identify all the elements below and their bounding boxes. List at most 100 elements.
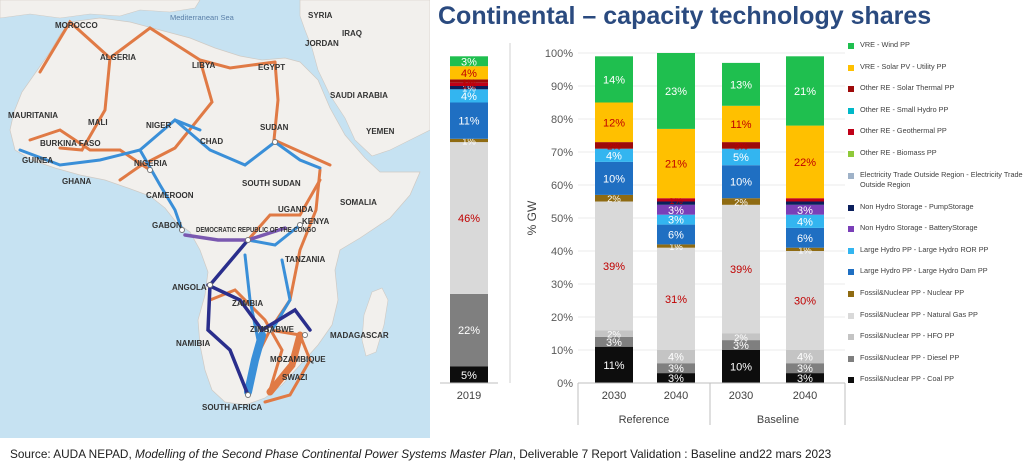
chart-bars: 5%22%46%1%11%4%1%1%1%4%3%11%3%2%39%2%10%…	[450, 53, 824, 385]
legend-swatch	[848, 43, 854, 49]
legend-label: Other RE - Geothermal PP	[860, 126, 947, 136]
map-label-chad: CHAD	[200, 137, 223, 146]
bar-segment	[657, 363, 695, 374]
bar-segment	[657, 53, 695, 129]
legend-swatch	[848, 291, 854, 297]
map-label-south-sudan: SOUTH SUDAN	[242, 179, 301, 188]
bar-data-label: 23%	[665, 86, 687, 98]
bar-data-label: 13%	[730, 79, 752, 91]
legend-item: Non Hydro Storage - BatteryStorage	[848, 223, 1024, 233]
bar-segment	[786, 125, 824, 199]
bar-segment	[786, 373, 824, 383]
bar-data-label: 6%	[668, 230, 684, 242]
legend-swatch	[848, 151, 854, 157]
map-label-angola: ANGOLA	[172, 283, 207, 292]
map-svg: Mediterranean Sea MOROCCO ALGERIA LIBYA …	[0, 0, 430, 438]
bar-segment	[786, 198, 824, 202]
bar-data-label: 10%	[730, 177, 752, 189]
bar-data-label: 30%	[794, 296, 816, 308]
y-tick-label: 20%	[551, 312, 573, 324]
legend-item: VRE - Wind PP	[848, 40, 1024, 50]
map-label-syria: SYRIA	[308, 11, 333, 20]
bar-segment	[450, 102, 488, 139]
y-axis-label: % GW	[525, 200, 539, 235]
bar-segment	[595, 346, 633, 383]
legend-label: Fossil&Nuclear PP - Coal PP	[860, 374, 954, 384]
legend-swatch	[848, 64, 854, 71]
bar-data-label: 1%	[798, 245, 812, 256]
bar-data-label: 4%	[797, 216, 813, 228]
bar-segment	[722, 105, 760, 143]
map-label-kenya: KENYA	[302, 217, 329, 226]
map-line-thick-orange	[266, 331, 304, 396]
bar-segment	[450, 66, 488, 80]
bar-data-label: 11%	[603, 360, 624, 372]
bar-data-label: 4%	[606, 150, 622, 162]
legend-swatch	[848, 377, 854, 384]
group-label: Reference	[619, 414, 670, 426]
bar-segment	[657, 198, 695, 202]
group-label: Baseline	[757, 414, 799, 426]
bar-segment	[450, 142, 488, 294]
bar-data-label: 4%	[797, 352, 813, 364]
legend-label: Other RE - Small Hydro PP	[860, 104, 949, 114]
legend-item: Large Hydro PP - Large Hydro Dam PP	[848, 266, 1024, 276]
map-label-mali: MALI	[88, 118, 108, 127]
map-label-iraq: IRAQ	[342, 29, 362, 38]
legend-swatch	[848, 312, 854, 319]
map-lines-blue	[18, 118, 322, 342]
map-line-thick-blue	[244, 331, 266, 396]
bar-data-label: 2%	[607, 141, 621, 152]
bar-segment	[786, 227, 824, 248]
y-tick-label: 40%	[551, 246, 573, 258]
bar-data-label: 11%	[458, 116, 479, 128]
bar-data-label: 2%	[607, 330, 621, 341]
legend-swatch	[848, 355, 854, 362]
y-tick-label: 50%	[551, 213, 573, 225]
bar-segment	[722, 165, 760, 199]
y-tick-label: 90%	[551, 81, 573, 93]
legend-item: Fossil&Nuclear PP - Diesel PP	[848, 353, 1024, 363]
map-land-africa	[9, 17, 421, 406]
x-tick-label: 2040	[793, 390, 817, 402]
bar-data-label: 39%	[730, 264, 752, 276]
map-label-algeria: ALGERIA	[100, 53, 136, 62]
bar-data-label: 4%	[461, 91, 477, 103]
map-nodes	[147, 139, 308, 398]
bar-segment	[657, 224, 695, 245]
bar-segment	[786, 247, 824, 251]
map-label-zambia: ZAMBIA	[232, 299, 263, 308]
legend-label: Large Hydro PP - Large Hydro ROR PP	[860, 244, 989, 254]
bar-data-label: 2%	[734, 141, 748, 152]
y-tick-label: 30%	[551, 279, 573, 291]
page-title: Continental – capacity technology shares	[438, 2, 932, 30]
legend-swatch	[848, 86, 854, 93]
map-label-yemen: YEMEN	[366, 127, 395, 136]
legend-swatch	[848, 226, 854, 233]
bar-data-label: 5%	[461, 370, 477, 382]
legend-item: Other RE - Small Hydro PP	[848, 105, 1024, 115]
y-tick-label: 60%	[551, 180, 573, 192]
map-label-uganda: UGANDA	[278, 205, 313, 214]
bar-segment	[722, 204, 760, 334]
bar-data-label: 46%	[458, 213, 480, 225]
bar-segment	[595, 336, 633, 347]
map-label-mozambique: MOZAMBIQUE	[270, 355, 326, 364]
bar-data-label: 2%	[734, 333, 748, 344]
map-lines-orange	[28, 19, 332, 404]
bar-data-label: 21%	[665, 159, 687, 171]
bar-data-label: 4%	[461, 68, 477, 80]
bar-data-label: 3%	[668, 205, 684, 217]
legend-item: Non Hydro Storage - PumpStorage	[848, 202, 1024, 212]
map-label-egypt: EGYPT	[258, 63, 285, 72]
bar-data-label: 22%	[794, 157, 816, 169]
bar-data-label: 3%	[606, 337, 622, 349]
legend-item: Fossil&Nuclear PP - Natural Gas PP	[848, 310, 1024, 320]
bar-segment	[450, 293, 488, 367]
map-land-middle-east	[299, 0, 430, 157]
map-lines-purple	[183, 226, 287, 242]
bar-data-label: 1%	[462, 80, 476, 91]
bar-segment	[657, 128, 695, 199]
bar-data-label: 6%	[797, 233, 813, 245]
bar-segment	[786, 363, 824, 374]
